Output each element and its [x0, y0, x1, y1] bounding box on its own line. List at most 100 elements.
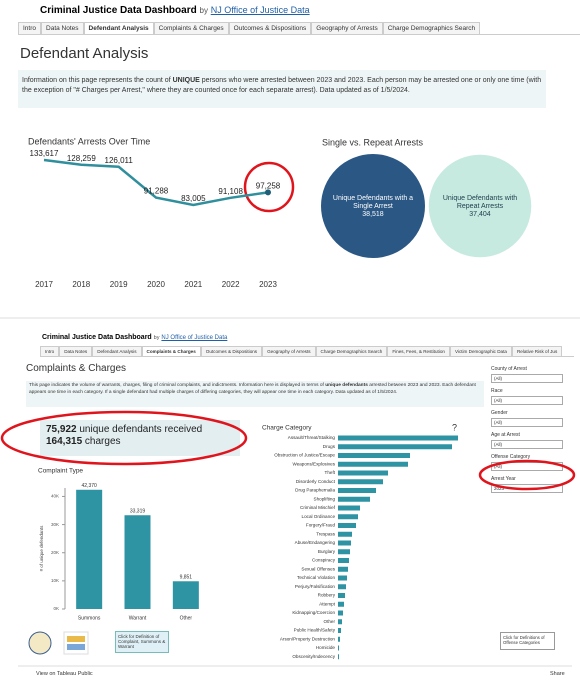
category-label: Obstruction of Justice/Escape [274, 453, 335, 458]
line [43, 158, 269, 207]
tab[interactable]: Data Notes [59, 346, 93, 356]
filter-dropdown[interactable]: (All) [491, 418, 563, 427]
tab[interactable]: Outcomes & Dispositions [228, 22, 312, 34]
data-label: 128,259 [67, 154, 96, 163]
ojd-logo-part [67, 644, 85, 650]
page-title: Defendant Analysis [20, 45, 149, 62]
bar [338, 654, 339, 660]
category-label: Disorderly Conduct [296, 479, 336, 484]
bar [338, 558, 349, 563]
summary-box: 75,922 unique defendants received 164,31… [40, 420, 240, 456]
bar [338, 470, 388, 476]
point [265, 189, 271, 196]
bar [338, 540, 351, 546]
tab[interactable]: Defendant Analysis [92, 346, 142, 356]
category-label: Homicide [316, 645, 336, 650]
tab[interactable]: Outcomes & Dispositions [200, 346, 263, 356]
highlight-ellipse [478, 459, 576, 491]
x-tick-label: Warrant [129, 615, 147, 621]
data-label: 133,617 [30, 149, 59, 158]
info-box: This page indicates the volume of warran… [26, 381, 484, 407]
chart-title: Defendants' Arrests Over Time [28, 136, 150, 146]
y-tick-label: 20K [51, 550, 59, 555]
highlight-ellipse [0, 410, 248, 466]
chart-title: Single vs. Repeat Arrests [322, 137, 424, 147]
share-button[interactable]: Share [550, 671, 565, 677]
bar [76, 489, 103, 609]
tab[interactable]: Geography of Arrests [262, 346, 316, 356]
tab[interactable]: Victim Demographic Data [449, 346, 512, 356]
bubble-value: 38,518 [362, 211, 384, 218]
summary-number: 75,922 [46, 424, 77, 435]
category-label: Attempt [319, 601, 336, 606]
category-label: Shoplifting [314, 496, 336, 501]
filter-label: Race [491, 388, 503, 394]
tab[interactable]: Charge Demographics Search [382, 22, 481, 34]
category-label: Abuse/Endangering [295, 540, 336, 545]
bar [338, 453, 410, 458]
filter-dropdown[interactable]: (All) [491, 396, 563, 405]
filter-dropdown[interactable]: (All) [491, 374, 563, 383]
bar [338, 444, 452, 450]
tab-bar: Intro Data Notes Defendant Analysis Complai… [18, 22, 580, 35]
filter-label: Gender [491, 410, 508, 416]
bar [172, 581, 199, 609]
x-tick-label: 2022 [222, 280, 240, 289]
category-label: Theft [325, 470, 336, 475]
bar [338, 584, 346, 590]
tab[interactable]: Defendant Analysis [83, 22, 154, 34]
tab[interactable]: Relative Risk of Jus [511, 346, 563, 356]
filter-label: Offense Category [491, 454, 531, 460]
bubble [321, 154, 425, 258]
bar [338, 488, 376, 493]
info-text: UNIQUE [172, 77, 200, 84]
header-link[interactable]: NJ Office of Justice Data [210, 5, 310, 15]
info-box: Information on this page represents the … [18, 70, 546, 108]
ojd-logo [63, 631, 89, 655]
category-label: Local Ordinance [302, 514, 336, 519]
tab[interactable]: Intro [40, 346, 60, 356]
category-label: Trespass [316, 531, 335, 536]
bar [338, 514, 358, 520]
bubble-label: Unique Defendants with a Single Arrest [333, 195, 413, 210]
data-label: 33,319 [130, 509, 146, 515]
tab[interactable]: Complaints & Charges [153, 22, 229, 34]
header: Criminal Justice Data Dashboard by NJ Of… [42, 334, 227, 341]
filter: Gender (All) [491, 410, 566, 427]
y-tick-label: 40K [51, 494, 59, 499]
bar [338, 496, 370, 502]
header-link[interactable]: NJ Office of Justice Data [161, 335, 228, 341]
y-tick-label: 10K [51, 578, 59, 583]
category-label: Robbery [318, 593, 336, 598]
tab[interactable]: Charge Demographics Search [315, 346, 388, 356]
chart-title: Complaint Type [38, 468, 83, 475]
data-label: 9,851 [180, 575, 193, 581]
x-tick-label: 2023 [259, 280, 277, 289]
tab[interactable]: Geography of Arrests [311, 22, 383, 34]
tableau-link[interactable]: View on Tableau Public [36, 671, 93, 677]
category-label: Criminal Mischief [300, 505, 336, 510]
y-tick-label: 30K [51, 522, 59, 527]
tab[interactable]: Intro [18, 22, 42, 34]
info-text: persons who were arrested between 2023 a… [22, 77, 542, 94]
bubble-value: 37,404 [469, 211, 491, 218]
definition-link[interactable]: Click for Definition of Complaint, Summo… [115, 631, 169, 653]
filter-label: Arrest Year [491, 476, 516, 482]
info-text: Information on this page represents the … [22, 77, 173, 84]
bar [338, 593, 345, 598]
help-icon: ? [452, 422, 457, 432]
bar [338, 619, 342, 625]
bar [338, 531, 352, 537]
category-label: Forgery/Fraud [306, 523, 336, 528]
category-label: Burglary [318, 549, 336, 554]
bar [338, 601, 344, 607]
tab[interactable]: Complaints & Charges [141, 346, 201, 356]
category-label: Kidnapping/Coercion [292, 610, 335, 615]
filter-dropdown[interactable]: (All) [491, 440, 563, 449]
summary-text: unique defendants received [76, 424, 203, 435]
tab[interactable]: Data Notes [41, 22, 84, 34]
offense-link[interactable]: Click for Definitions of Offense Categor… [500, 632, 555, 650]
tab[interactable]: Fines, Fees, & Restitution [387, 346, 450, 356]
filter: County of Arrest (All) [491, 366, 566, 383]
filter-label: Age at Arrest [491, 432, 520, 438]
